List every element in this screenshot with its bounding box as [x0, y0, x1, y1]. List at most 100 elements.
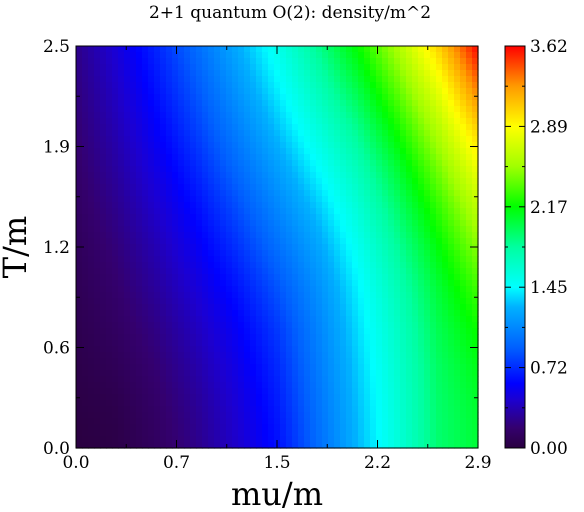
heatmap-cell: [220, 388, 227, 395]
heatmap-cell: [178, 232, 185, 239]
heatmap-cell: [358, 202, 365, 209]
heatmap-cell: [238, 166, 245, 173]
heatmap-cell: [286, 280, 293, 287]
heatmap-cell: [448, 400, 455, 407]
heatmap-cell: [406, 100, 413, 107]
heatmap-cell: [250, 112, 257, 119]
heatmap-cell: [322, 106, 329, 113]
heatmap-cell: [112, 82, 119, 89]
heatmap-cell: [250, 322, 257, 329]
heatmap-cell: [334, 82, 341, 89]
heatmap-cell: [88, 46, 95, 53]
heatmap-cell: [280, 160, 287, 167]
heatmap-cell: [250, 292, 257, 299]
heatmap-cell: [82, 244, 89, 251]
heatmap-cell: [274, 52, 281, 59]
heatmap-cell: [124, 358, 131, 365]
heatmap-cell: [238, 88, 245, 95]
heatmap-cell: [268, 286, 275, 293]
heatmap-cell: [364, 364, 371, 371]
heatmap-cell: [136, 148, 143, 155]
heatmap-cell: [334, 406, 341, 413]
heatmap-cell: [382, 364, 389, 371]
heatmap-cell: [400, 430, 407, 437]
heatmap-cell: [220, 46, 227, 53]
heatmap-cell: [154, 226, 161, 233]
heatmap-cell: [280, 76, 287, 83]
heatmap-cell: [460, 322, 467, 329]
heatmap-cell: [124, 376, 131, 383]
heatmap-cell: [262, 226, 269, 233]
heatmap-cell: [442, 220, 449, 227]
heatmap-cell: [334, 436, 341, 443]
heatmap-cell: [82, 376, 89, 383]
heatmap-cell: [184, 436, 191, 443]
heatmap-cell: [436, 346, 443, 353]
heatmap-cell: [136, 82, 143, 89]
heatmap-cell: [454, 166, 461, 173]
heatmap-cell: [322, 388, 329, 395]
heatmap-cell: [232, 424, 239, 431]
heatmap-cell: [436, 130, 443, 137]
heatmap-cell: [202, 388, 209, 395]
heatmap-cell: [424, 136, 431, 143]
heatmap-cell: [370, 262, 377, 269]
heatmap-cell: [310, 394, 317, 401]
heatmap-cell: [286, 208, 293, 215]
heatmap-cell: [244, 328, 251, 335]
heatmap-cell: [154, 256, 161, 263]
heatmap-cell: [244, 142, 251, 149]
heatmap-cell: [394, 100, 401, 107]
heatmap-cell: [100, 412, 107, 419]
heatmap-cell: [268, 118, 275, 125]
heatmap-cell: [376, 46, 383, 53]
heatmap-cell: [454, 64, 461, 71]
heatmap-cell: [418, 292, 425, 299]
heatmap-cell: [436, 184, 443, 191]
heatmap-cell: [412, 154, 419, 161]
heatmap-cell: [232, 106, 239, 113]
heatmap-cell: [160, 238, 167, 245]
heatmap-cell: [310, 142, 317, 149]
heatmap-cell: [364, 46, 371, 53]
heatmap-cell: [124, 352, 131, 359]
heatmap-cell: [298, 244, 305, 251]
heatmap-cell: [202, 76, 209, 83]
heatmap-cell: [334, 100, 341, 107]
heatmap-cell: [160, 52, 167, 59]
heatmap-cell: [226, 64, 233, 71]
heatmap-cell: [100, 286, 107, 293]
heatmap-cell: [436, 340, 443, 347]
heatmap-cell: [466, 358, 473, 365]
heatmap-cell: [412, 292, 419, 299]
heatmap-cell: [268, 70, 275, 77]
heatmap-cell: [94, 64, 101, 71]
heatmap-cell: [436, 406, 443, 413]
heatmap-cell: [358, 88, 365, 95]
heatmap-cell: [268, 280, 275, 287]
heatmap-cell: [112, 148, 119, 155]
heatmap-cell: [208, 184, 215, 191]
heatmap-cell: [406, 430, 413, 437]
heatmap-cell: [406, 262, 413, 269]
heatmap-cell: [370, 142, 377, 149]
heatmap-cell: [82, 136, 89, 143]
heatmap-cell: [160, 436, 167, 443]
heatmap-cell: [184, 124, 191, 131]
heatmap-cell: [382, 64, 389, 71]
heatmap-cell: [394, 148, 401, 155]
heatmap-cell: [214, 400, 221, 407]
heatmap-cell: [472, 346, 479, 353]
heatmap-cell: [250, 100, 257, 107]
heatmap-cell: [166, 328, 173, 335]
heatmap-cell: [148, 214, 155, 221]
heatmap-cell: [322, 208, 329, 215]
heatmap-cell: [196, 292, 203, 299]
heatmap-cell: [370, 358, 377, 365]
heatmap-cell: [286, 190, 293, 197]
heatmap-cell: [142, 268, 149, 275]
heatmap-cell: [292, 166, 299, 173]
heatmap-cell: [358, 112, 365, 119]
heatmap-cell: [130, 310, 137, 317]
